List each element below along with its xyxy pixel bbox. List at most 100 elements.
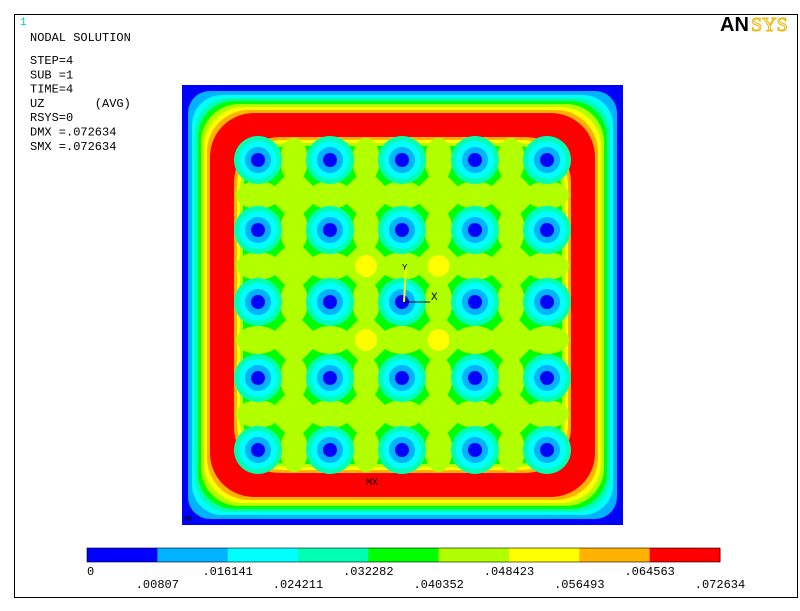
legend-border [86,547,721,563]
contour-lobe [280,208,308,252]
legend-swatch [157,548,229,562]
contour-peak [427,329,450,351]
contour-lobe [266,312,322,368]
legend-swatch [649,548,721,562]
logo-an: AN [720,14,749,36]
legend-label: .056493 [554,578,604,592]
contour-lobe [280,356,308,400]
contour-spot [395,153,409,167]
contour-lobe [453,252,497,280]
contour-lobe [280,280,308,324]
min-label: MN [184,516,192,524]
contour-lobe [483,167,539,223]
contour-lobe [497,356,525,400]
contour-lobe [236,400,280,428]
contour-lobe [497,208,525,252]
contour-lobe [483,386,539,442]
contour-lobe [308,252,352,280]
info-line: TIME=4 [30,83,73,97]
contour-lobe [236,181,280,209]
frame [14,14,798,598]
info-line: SMX =.072634 [30,140,116,154]
contour-lobe [380,252,424,280]
contour-lobe [497,428,525,472]
info-line: DMX =.072634 [30,126,116,140]
legend-label: .064563 [624,565,674,579]
contour-lobe [497,280,525,324]
contour-spot [540,153,554,167]
contour-spot [323,153,337,167]
contour-lobe [308,326,352,354]
contour-spot [251,443,265,457]
info-line: SUB =1 [30,68,73,82]
legend-label: .032282 [343,565,393,579]
contour-spot [468,371,482,385]
contour-spot [395,443,409,457]
contour-lobe [280,428,308,472]
contour-lobe [424,356,453,400]
contour-lobe [352,356,380,400]
legend-swatch [87,548,158,562]
info-line: UZ (AVG) [30,97,131,111]
legend-label: .016141 [202,565,252,579]
contour-lobe [410,386,467,442]
contour-spot [251,153,265,167]
contour-peak [427,255,450,277]
contour-lobe [236,326,280,354]
legend: 0 .00807 .016141 .024211 .032282 .040352 .0484… [86,547,745,592]
contour-peak [355,329,377,351]
contour-lobe [352,428,380,472]
contour-plot: X Y MX MN [182,85,623,525]
contour-lobe [236,252,280,280]
contour-lobe [352,208,380,252]
contour-spot [323,443,337,457]
contour-spot [323,223,337,237]
info-line: RSYS=0 [30,111,73,125]
legend-label: .072634 [695,578,745,592]
contour-lobe [266,386,322,442]
contour-lobe [338,386,394,442]
contour-spot [540,443,554,457]
legend-label: .048423 [484,565,534,579]
contour-peak [355,255,377,277]
contour-lobe [380,400,424,428]
logo-sys: SYS [751,14,788,36]
legend-label: .00807 [136,578,179,592]
contour-spot [251,371,265,385]
axis-label: X [431,292,438,304]
legend-swatch [227,548,299,562]
contour-spot [323,295,337,309]
legend-swatch [509,548,580,562]
contour-spot [395,295,409,309]
contour-spot [468,443,482,457]
axis-label: Y [402,263,408,273]
contour-lobe [453,400,497,428]
contour-lobe [424,280,453,324]
contour-spot [540,223,554,237]
contour-lobe [525,252,569,280]
contour-spot [468,153,482,167]
legend-label: 0 [87,565,94,579]
contour-lobe [497,138,525,182]
contour-lobe [352,138,380,182]
info-title: NODAL SOLUTION [30,31,131,45]
contour-lobe [424,428,453,472]
contour-lobe [266,238,322,294]
legend-swatch [298,548,369,562]
info-line: STEP=4 [30,54,73,68]
contour-spot [395,371,409,385]
contour-lobe [525,181,569,209]
contour-spot [468,223,482,237]
contour-spot [323,371,337,385]
legend-label: .040352 [413,578,463,592]
contour-lobe [483,312,539,368]
contour-lobe [483,238,539,294]
contour-spot [540,295,554,309]
contour-lobe [525,326,569,354]
contour-lobe [280,138,308,182]
legend-swatch [368,548,440,562]
contour-spot [395,223,409,237]
contour-lobe [266,167,322,223]
contour-lobe [453,326,497,354]
